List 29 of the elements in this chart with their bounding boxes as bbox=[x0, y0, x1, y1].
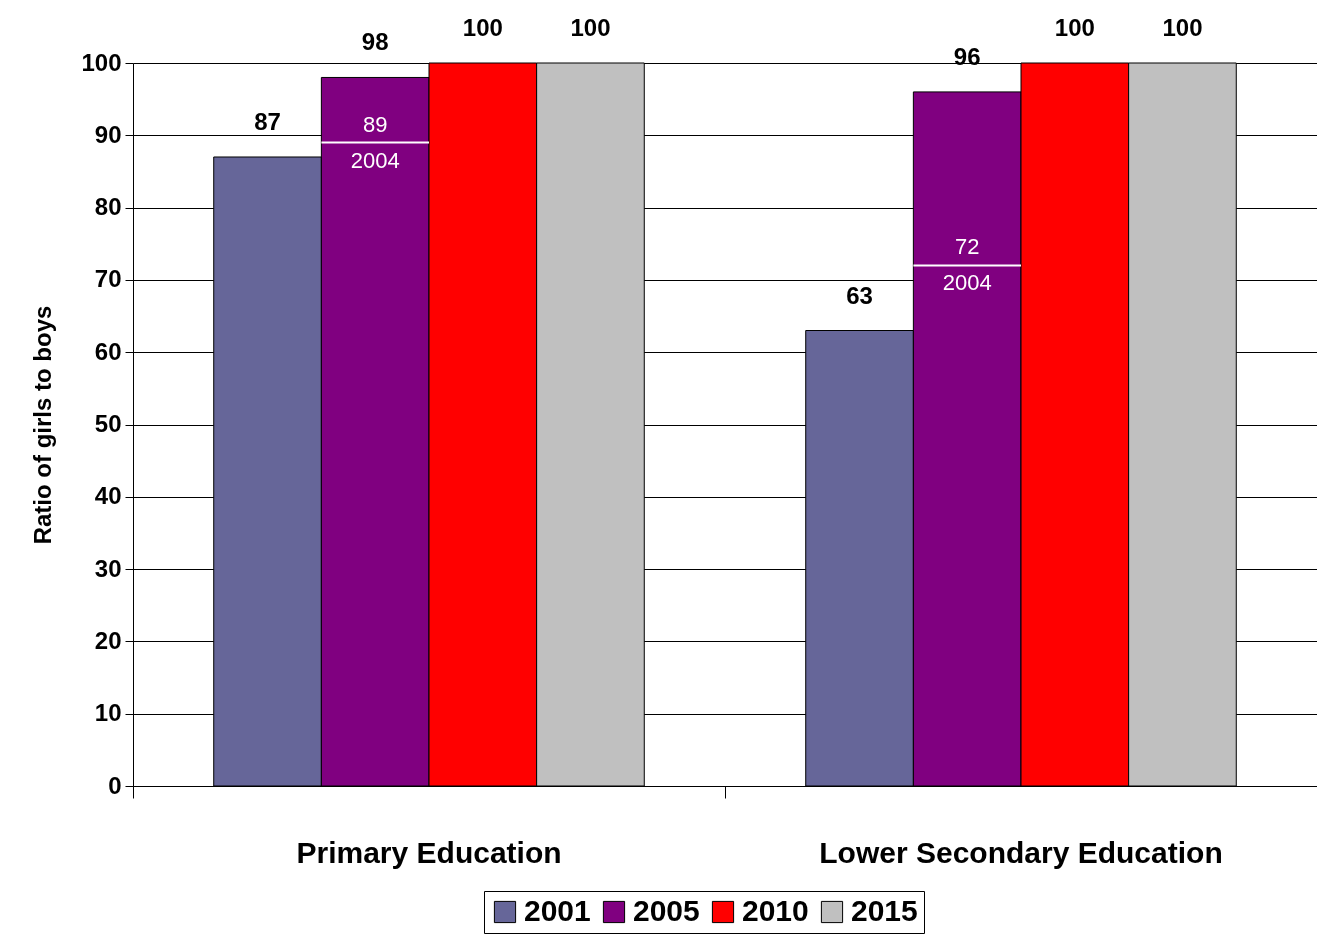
legend-label: 2005 bbox=[633, 894, 700, 927]
annotation: 89 bbox=[362, 111, 388, 137]
data-label: 100 bbox=[570, 14, 611, 41]
y-tick-label: 100 bbox=[81, 48, 122, 76]
data-label: 87 bbox=[254, 107, 281, 135]
data-label: 100 bbox=[1162, 14, 1203, 41]
data-label: 98 bbox=[361, 28, 389, 56]
y-tick-label: 20 bbox=[94, 626, 122, 654]
y-tick-label: 40 bbox=[94, 482, 122, 510]
annotation: 72 bbox=[954, 234, 980, 260]
y-tick-label: 90 bbox=[94, 120, 122, 148]
annotation: 2004 bbox=[942, 270, 992, 296]
data-label: 63 bbox=[846, 281, 873, 309]
x-tick-label: Primary Education bbox=[296, 835, 562, 869]
y-tick-label: 80 bbox=[94, 193, 122, 221]
y-tick-label: 60 bbox=[94, 337, 122, 365]
y-tick-label: 30 bbox=[94, 554, 122, 582]
legend-label: 2015 bbox=[851, 894, 918, 927]
legend-label: 2010 bbox=[742, 894, 809, 927]
y-tick-label: 10 bbox=[94, 699, 122, 727]
y-tick-label: 50 bbox=[94, 410, 122, 437]
legend-label: 2001 bbox=[524, 894, 591, 927]
data-label: 100 bbox=[462, 14, 503, 41]
y-tick-label: 0 bbox=[108, 771, 122, 799]
annotation: 2004 bbox=[350, 147, 400, 173]
y-axis-title: Ratio of girls to boys bbox=[29, 305, 57, 545]
data-label: 100 bbox=[1054, 14, 1095, 41]
x-tick-label: Lower Secondary Education bbox=[819, 835, 1223, 869]
y-tick-label: 70 bbox=[94, 265, 122, 293]
